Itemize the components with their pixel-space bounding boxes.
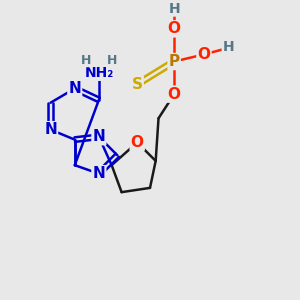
- Text: O: O: [197, 47, 211, 62]
- Text: O: O: [168, 87, 181, 102]
- Text: P: P: [169, 54, 180, 69]
- Text: H: H: [81, 54, 91, 67]
- Text: O: O: [131, 135, 144, 150]
- Text: NH₂: NH₂: [84, 66, 113, 80]
- Text: N: N: [92, 129, 105, 144]
- Text: N: N: [44, 122, 57, 137]
- Text: N: N: [92, 166, 105, 181]
- Text: H: H: [106, 54, 117, 67]
- Text: N: N: [68, 81, 81, 96]
- Text: S: S: [132, 77, 143, 92]
- Text: H: H: [222, 40, 234, 54]
- Text: O: O: [168, 21, 181, 36]
- Text: H: H: [168, 2, 180, 16]
